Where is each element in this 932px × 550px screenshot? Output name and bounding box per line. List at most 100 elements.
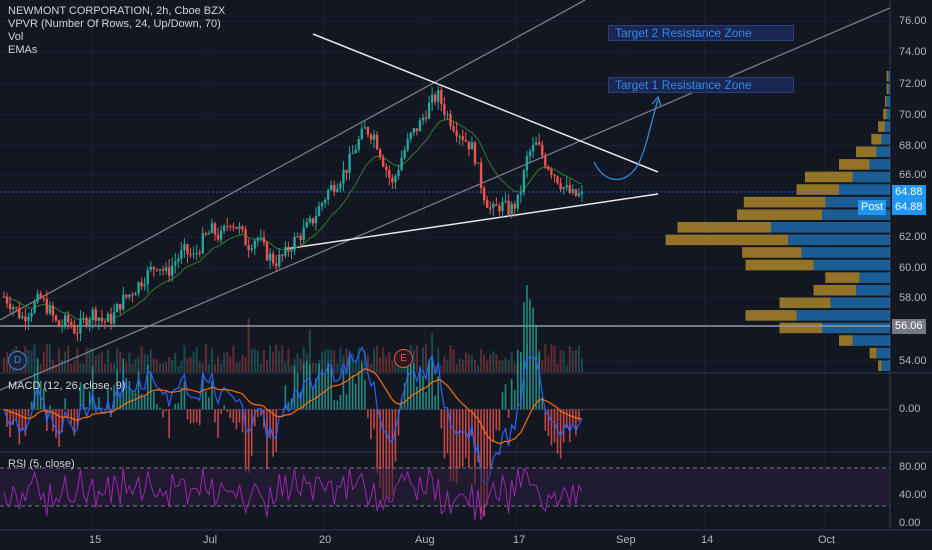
macd-histogram-bar [205,391,207,410]
macd-histogram-bar [489,409,492,476]
candle-body [73,326,76,334]
volume-bar [281,345,284,372]
volume-bar [134,359,137,372]
volume-bar [259,363,262,372]
macd-histogram-bar [159,407,161,410]
volume-bar [198,361,201,372]
macd-histogram-bar [507,409,510,418]
candle-body [556,176,559,184]
candle-body [76,333,79,335]
candle-body [281,254,284,256]
candle-body [308,218,312,223]
macd-histogram-bar [568,409,571,443]
candle-body [378,149,382,158]
target-1-zone[interactable]: Target 1 Resistance Zone [608,77,794,93]
volume-bar [541,359,544,372]
symbol-title[interactable]: NEWMONT CORPORATION, 2h, Cboe BZX [8,5,226,17]
price-tick: 72.00 [899,78,927,90]
candle-body [443,104,446,115]
macd-histogram-bar [186,409,189,420]
volume-bar [143,353,146,372]
volume-bar [321,351,324,372]
candle-body [449,114,452,127]
volume-bar [440,365,443,372]
macd-histogram-bar [391,409,394,495]
candle-body [559,183,562,190]
macd-histogram-bar [409,360,412,410]
vpvr-up-row [869,159,890,170]
projection-arrow[interactable] [593,99,659,180]
candle-body [544,155,547,167]
macd-histogram-bar [79,382,82,410]
earnings-badge[interactable]: E [394,349,413,368]
volume-bar [33,344,36,372]
price-candles[interactable] [2,83,584,341]
macd-histogram-bar [143,395,146,410]
candle-body [232,226,235,228]
volume-bar [336,363,339,372]
candle-body [504,200,507,202]
candle-body [320,203,324,207]
macd-histogram-bar [385,409,388,496]
volume-bar [333,350,336,372]
candle-body [42,298,45,300]
vpvr-down-row [742,247,802,258]
vpvr-up-row [881,133,890,145]
triangle-upper-line[interactable] [312,33,659,173]
candle-body [149,266,152,270]
rsi-label[interactable]: RSI (5, close) [8,458,75,470]
last-price-tag: 64.88 [892,185,926,200]
volume-bar [223,353,226,372]
vpvr-up-row [888,83,890,95]
candle-body [207,233,211,235]
vpvr-down-row [884,96,887,107]
volume-bar [67,345,70,372]
volume-bar [45,344,48,372]
volume-bar [296,353,299,372]
macd-histogram-bar [30,401,33,410]
macd-histogram-bar [189,409,192,424]
candle-body [134,293,137,296]
macd-histogram-bar [403,383,406,410]
vpvr-down-row [869,347,877,359]
volume-bar [415,345,418,372]
macd-histogram-bar [260,409,262,416]
target-2-zone[interactable]: Target 2 Resistance Zone [608,25,794,41]
macd-histogram-bar [559,409,562,459]
vpvr-label[interactable]: VPVR (Number Of Rows, 24, Up/Down, 70) [8,18,221,30]
dividend-badge[interactable]: D [8,351,27,370]
candle-body [461,136,464,140]
volume-bar [168,357,171,372]
candle-body [375,134,379,150]
volume-bar [284,361,287,372]
candle-body [287,246,290,252]
macd-label[interactable]: MACD (12, 26, close, 9) [8,380,126,392]
macd-histogram-bar [449,409,452,481]
upper-channel-line[interactable] [0,0,586,321]
macd-histogram-bar [412,363,415,410]
volume-bar [357,347,360,372]
volume-bar [100,351,103,372]
volume-bar [235,362,238,372]
candle-body [274,263,278,267]
candle-body [51,305,55,316]
candle-body [577,193,581,196]
volume-bar [568,346,571,372]
candle-body [339,183,342,189]
volume-profile [665,71,890,371]
rsi-tick: 0.00 [899,517,921,529]
candle-body [391,177,394,183]
volume-bar [385,356,388,372]
macd-histogram-bar [336,400,339,410]
macd-histogram-bar [342,370,345,410]
emas-label[interactable]: EMAs [8,44,38,56]
macd-histogram-bar [541,396,544,410]
macd-histogram-bar [425,391,427,410]
candle-body [424,117,428,119]
volume-bar [119,351,122,372]
macd-histogram-bar [443,409,446,459]
triangle-lower-line[interactable] [284,193,659,250]
volume-bar [366,354,369,372]
vol-label[interactable]: Vol [8,31,24,43]
candle-body [167,267,171,276]
